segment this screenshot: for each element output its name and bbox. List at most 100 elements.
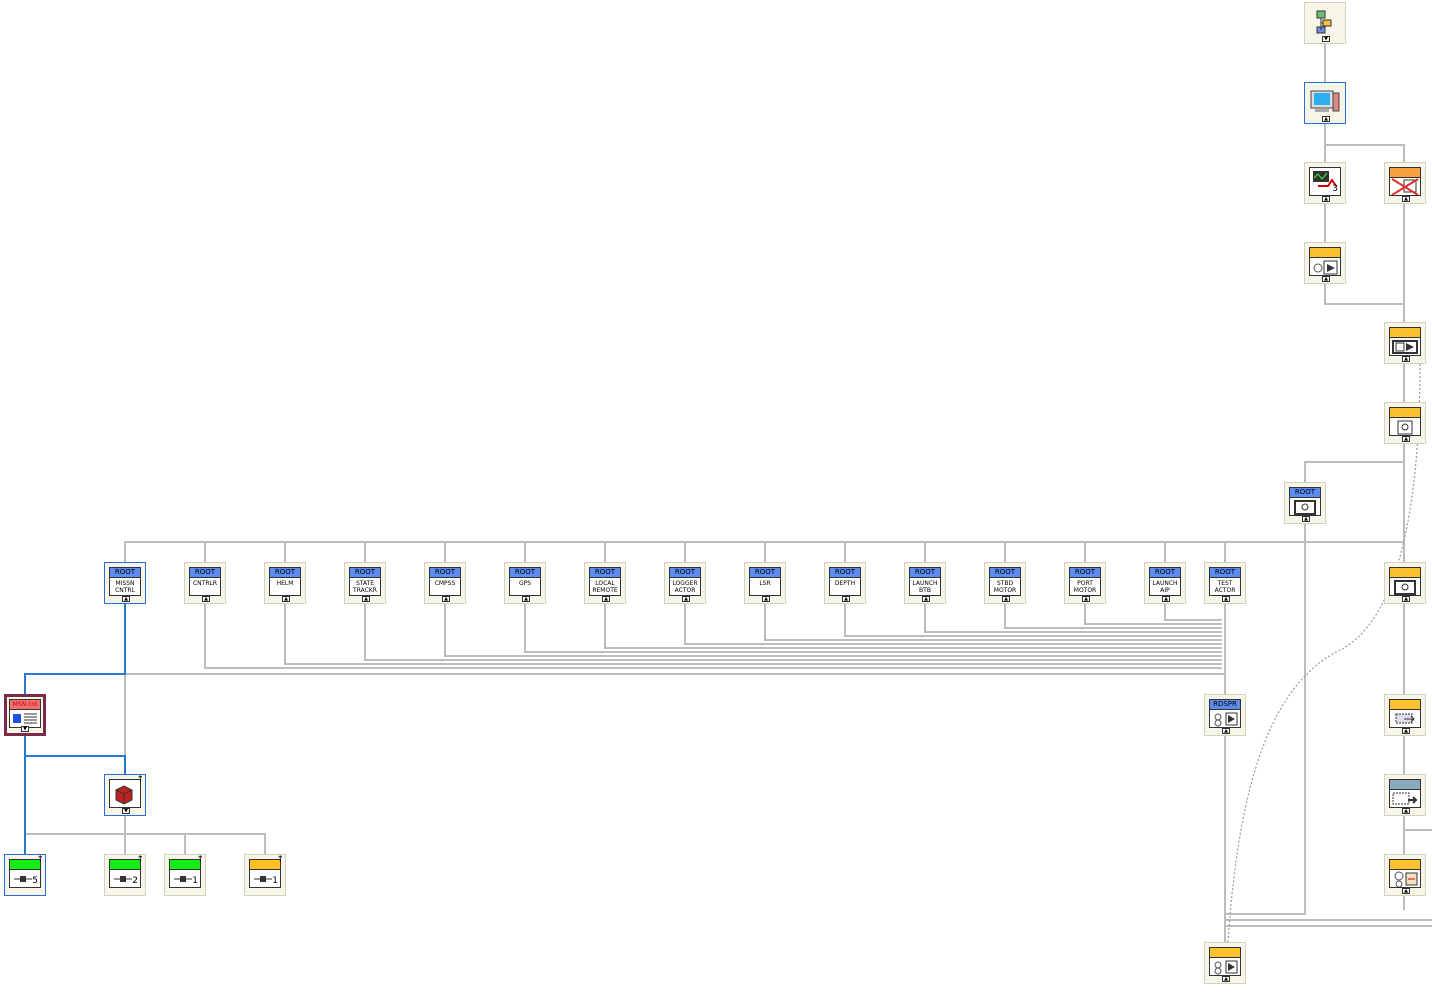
message-icon — [1389, 699, 1421, 728]
gears-node[interactable]: ▲ — [1384, 854, 1426, 896]
counter-icon: 2 — [109, 859, 141, 888]
actor-box: ROOT STATE TRACKR — [349, 567, 381, 596]
stop-icon — [1389, 167, 1421, 196]
arrow-up-icon: ↑ — [136, 775, 144, 785]
tab-icon: ▲ — [1402, 196, 1410, 202]
root-label: ROOT — [750, 568, 780, 578]
actor-node-cmpss[interactable]: ROOT CMPSS ▲ — [424, 562, 466, 604]
gear-icon — [1389, 567, 1421, 596]
counter-icon: 1 — [249, 859, 281, 888]
root-label: ROOT — [350, 568, 380, 578]
tab-icon: ▲ — [282, 596, 290, 602]
counter-icon: 5 — [9, 859, 41, 888]
counter-node-4[interactable]: 1 ↑ — [244, 854, 286, 896]
actor-box: ROOT LAUNCH BTB — [909, 567, 941, 596]
rdspr-label: RDSPR — [1210, 700, 1240, 710]
tab-icon: ▲ — [522, 596, 530, 602]
root-label: ROOT — [430, 568, 460, 578]
tab-icon: ▲ — [1322, 196, 1330, 202]
root-actor-node[interactable]: ROOT ▲ — [1284, 482, 1326, 524]
launch-actor-node[interactable]: ▲ — [1204, 942, 1246, 984]
rdspr-node[interactable]: RDSPR ▲ — [1204, 694, 1246, 736]
arrow-up-icon: ↑ — [36, 855, 44, 865]
actor-node-lsr[interactable]: ROOT LSR ▲ — [744, 562, 786, 604]
actor-label: GPS — [518, 580, 532, 587]
monitor-node[interactable]: 3 ▲ — [1304, 162, 1346, 204]
actor-core-node[interactable]: ▲ — [1384, 322, 1426, 364]
tab-icon: ▲ — [362, 596, 370, 602]
tab-icon: ▲ — [1082, 596, 1090, 602]
actor-label: DEPTH — [834, 580, 856, 587]
actor-label: HELM — [276, 580, 294, 587]
actor-node-port[interactable]: ROOT PORT MOTOR ▲ — [1064, 562, 1106, 604]
actor-node-local[interactable]: ROOT LOCAL REMOTE ▲ — [584, 562, 626, 604]
tab-icon: ▲ — [1402, 436, 1410, 442]
send-node[interactable]: ▲ — [1384, 774, 1426, 816]
arrow-up-icon: ↑ — [136, 855, 144, 865]
tab-icon: ▲ — [122, 596, 130, 602]
counter-node-1[interactable]: 5 ↑ — [4, 854, 46, 896]
actor-node-2[interactable]: ▲ — [1384, 562, 1426, 604]
root-label: ROOT — [830, 568, 860, 578]
actor-label: LAUNCH AIP — [1152, 580, 1178, 594]
actor-label: LSR — [759, 580, 771, 587]
tab-icon: ▲ — [1162, 596, 1170, 602]
root-label: ROOT — [190, 568, 220, 578]
actor-node-launchbtb[interactable]: ROOT LAUNCH BTB ▲ — [904, 562, 946, 604]
msn-cnt-icon: MSN cnt — [9, 699, 41, 728]
counter-value: 1 — [272, 876, 278, 886]
tab-icon: ▲ — [922, 596, 930, 602]
actor-node-state[interactable]: ROOT STATE TRACKR ▲ — [344, 562, 386, 604]
tab-icon: ▲ — [1302, 516, 1310, 522]
tab-icon: ▲ — [682, 596, 690, 602]
tab-icon: ▲ — [1222, 976, 1230, 982]
actor-label: MISSN CNTRL — [115, 580, 135, 594]
actor-box: ROOT TEST ACTOR — [1209, 567, 1241, 596]
counter-value: 5 — [32, 876, 38, 886]
root-label: ROOT — [510, 568, 540, 578]
msn-label: MSN cnt — [10, 700, 40, 710]
tab-icon: ▼ — [122, 808, 130, 814]
root-label: ROOT — [990, 568, 1020, 578]
message-node[interactable]: ▲ — [1384, 694, 1426, 736]
root-label: ROOT — [1150, 568, 1180, 578]
actor-node-depth[interactable]: ROOT DEPTH ▲ — [824, 562, 866, 604]
launch-node[interactable]: ▲ — [1304, 242, 1346, 284]
msn-cnt-node[interactable]: MSN cnt ▼ — [4, 694, 46, 736]
actor-box: ROOT HELM — [269, 567, 301, 596]
actor-box: ROOT PORT MOTOR — [1069, 567, 1101, 596]
stop-node[interactable]: ▲ — [1384, 162, 1426, 204]
gear-play-icon — [1309, 247, 1341, 276]
project-node[interactable]: ▼ — [1304, 2, 1346, 44]
actor-node-stbd[interactable]: ROOT STBD MOTOR ▲ — [984, 562, 1026, 604]
computer-node[interactable]: ▲ — [1304, 82, 1346, 124]
stop-cube-node[interactable]: ↑ ▼ — [104, 774, 146, 816]
rdspr-icon: RDSPR — [1209, 699, 1241, 728]
tab-icon: ▲ — [1402, 596, 1410, 602]
tab-icon: ▲ — [1002, 596, 1010, 602]
actor-label: PORT MOTOR — [1073, 580, 1097, 594]
counter-node-3[interactable]: 1 ↑ — [164, 854, 206, 896]
actor-box: ROOT LOGGER ACTOR — [669, 567, 701, 596]
tree-icon — [1309, 7, 1341, 36]
computer-icon — [1309, 87, 1341, 116]
root-label: ROOT — [270, 568, 300, 578]
actor-node[interactable]: ▲ — [1384, 402, 1426, 444]
actor-node-helm[interactable]: ROOT HELM ▲ — [264, 562, 306, 604]
actor-label: CMPSS — [434, 580, 456, 587]
actor-node-logger[interactable]: ROOT LOGGER ACTOR ▲ — [664, 562, 706, 604]
actor-node-missn[interactable]: ROOT MISSN CNTRL ▲ — [104, 562, 146, 604]
actor-label: TEST ACTOR — [1214, 580, 1236, 594]
root-gear-icon: ROOT — [1289, 487, 1321, 516]
tab-icon: ▲ — [602, 596, 610, 602]
counter-node-2[interactable]: 2 ↑ — [104, 854, 146, 896]
actor-node-gps[interactable]: ROOT GPS ▲ — [504, 562, 546, 604]
actor-node-test[interactable]: ROOT TEST ACTOR ▲ — [1204, 562, 1246, 604]
actor-box: ROOT LOCAL REMOTE — [589, 567, 621, 596]
tab-icon: ▲ — [1222, 596, 1230, 602]
actor-box: ROOT STBD MOTOR — [989, 567, 1021, 596]
actor-label: LOCAL REMOTE — [592, 580, 618, 594]
actor-node-launchaip[interactable]: ROOT LAUNCH AIP ▲ — [1144, 562, 1186, 604]
actor-node-cntrlr[interactable]: ROOT CNTRLR ▲ — [184, 562, 226, 604]
